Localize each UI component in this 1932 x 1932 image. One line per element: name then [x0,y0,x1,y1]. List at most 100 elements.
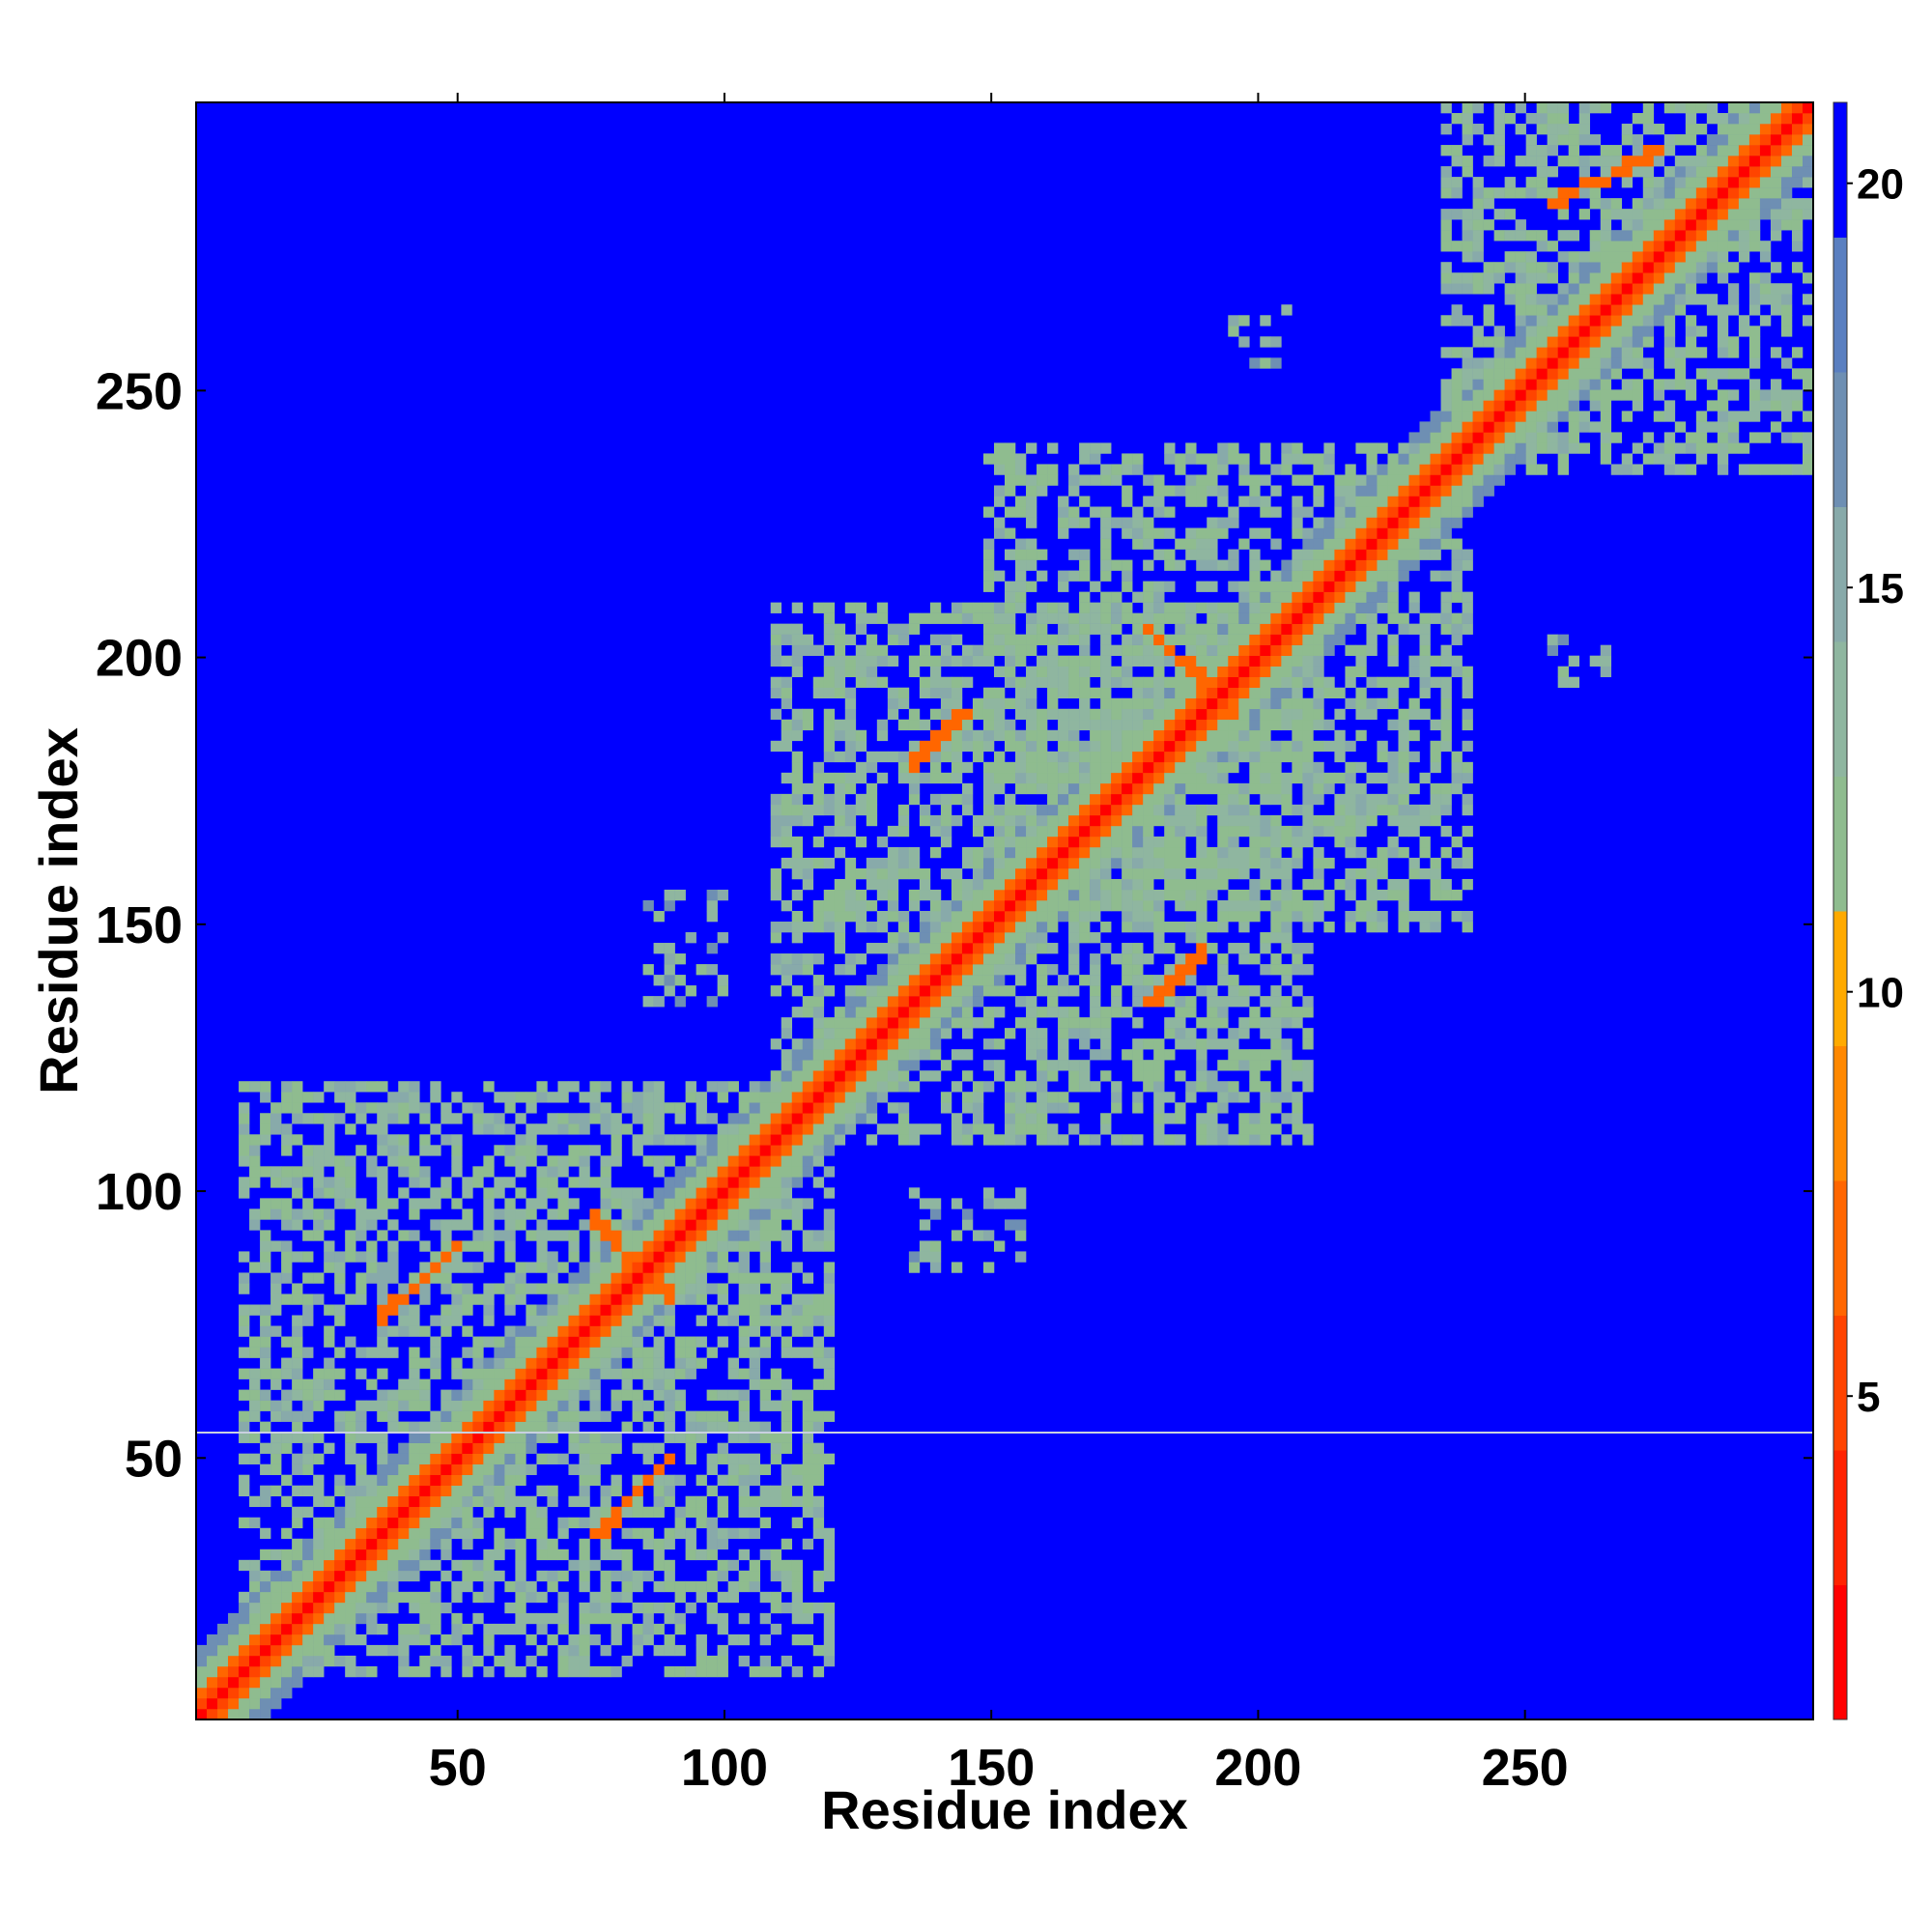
heatmap-cell [961,1092,974,1103]
heatmap-cell [600,1187,611,1199]
heatmap-cell [228,1655,240,1667]
heatmap-cell [1026,623,1037,635]
heatmap-cell [526,1368,537,1379]
heatmap-cell [1408,474,1420,486]
heatmap-cell [674,1517,686,1529]
heatmap-cell [759,1347,772,1358]
heatmap-cell [504,1580,516,1593]
heatmap-cell [504,1463,516,1475]
heatmap-cell [1260,1081,1271,1093]
heatmap-cell [621,1570,633,1582]
heatmap-cell [1472,485,1484,497]
heatmap-cell [324,1251,335,1263]
heatmap-cell [281,1548,293,1561]
heatmap-cell [642,1602,654,1614]
heatmap-cell [791,985,804,997]
heatmap-cell [409,1559,420,1572]
heatmap-cell [1143,581,1154,592]
heatmap-cell [611,1368,622,1379]
heatmap-cell [1451,612,1463,624]
heatmap-cell [1058,975,1069,986]
heatmap-cell [791,846,804,859]
heatmap-cell [440,1517,452,1529]
heatmap-cell [653,1389,665,1401]
heatmap-cell [611,1145,622,1156]
heatmap-cell [802,1315,814,1326]
heatmap-cell [483,1570,495,1582]
heatmap-cell [1451,347,1463,358]
heatmap-cell [866,1049,878,1061]
heatmap-cell [791,1060,804,1071]
heatmap-cell [1334,474,1346,486]
heatmap-cell [706,1655,718,1667]
heatmap-cell [398,1081,410,1093]
heatmap-cell [812,687,825,699]
heatmap-cell [1068,1028,1080,1039]
heatmap-cell [536,1623,548,1635]
heatmap-cell [1068,761,1080,774]
heatmap-cell [929,708,942,721]
heatmap-cell [366,1591,378,1604]
heatmap-cell [1270,336,1282,348]
heatmap-cell [706,1602,718,1614]
heatmap-cell [823,1092,836,1103]
heatmap-cell [1451,496,1463,507]
heatmap-cell [674,1527,686,1540]
heatmap-cell [1292,612,1303,624]
heatmap-cell [1207,549,1218,560]
heatmap-cell [600,1485,611,1497]
heatmap-cell [1196,453,1208,465]
heatmap-cell [589,1262,601,1273]
heatmap-cell [1132,1049,1144,1061]
heatmap-cell [866,899,878,912]
heatmap-cell [749,1665,760,1678]
heatmap-cell [1408,464,1420,475]
heatmap-cell [568,1389,580,1401]
heatmap-cell [993,527,1006,539]
heatmap-cell [993,932,1006,944]
heatmap-cell [536,1485,548,1497]
heatmap-cell [834,1017,846,1029]
heatmap-cell [1270,581,1282,592]
heatmap-cell [451,1442,463,1454]
heatmap-cell [653,1293,665,1305]
heatmap-cell [377,1198,388,1209]
heatmap-cell [1015,953,1027,965]
heatmap-cell [1037,570,1048,582]
heatmap-cell [1175,899,1186,912]
heatmap-cell [1068,1007,1080,1018]
heatmap-cell [1175,623,1186,635]
heatmap-cell [239,1272,250,1284]
heatmap-cell [292,1219,303,1231]
heatmap-cell [834,1007,846,1018]
heatmap-cell [430,1357,441,1369]
heatmap-cell [706,1262,718,1273]
heatmap-cell [972,655,984,667]
heatmap-cell [685,1453,696,1464]
heatmap-cell [1270,964,1282,976]
heatmap-cell [1408,825,1420,838]
heatmap-cell [1090,889,1101,901]
heatmap-cell [217,1644,229,1657]
heatmap-cell [281,1644,293,1657]
heatmap-cell [1185,751,1197,763]
heatmap-cell [781,729,793,742]
heatmap-cell [919,911,931,923]
heatmap-cell [1079,911,1091,923]
heatmap-cell [664,1155,675,1167]
heatmap-cell [1292,1092,1303,1103]
heatmap-cell [1153,867,1165,880]
heatmap-cell [1037,782,1048,795]
heatmap-cell [547,1336,558,1348]
heatmap-cell [1175,1038,1186,1050]
heatmap-cell [791,655,804,667]
heatmap-cell [1302,964,1314,976]
heatmap-cell [1238,899,1250,912]
heatmap-cell [579,1655,590,1667]
heatmap-cell [1185,878,1197,891]
heatmap-cell [1026,911,1037,923]
heatmap-cell [940,751,952,763]
heatmap-cell [270,1208,282,1220]
heatmap-cell [653,1219,665,1231]
heatmap-cell [897,697,910,710]
